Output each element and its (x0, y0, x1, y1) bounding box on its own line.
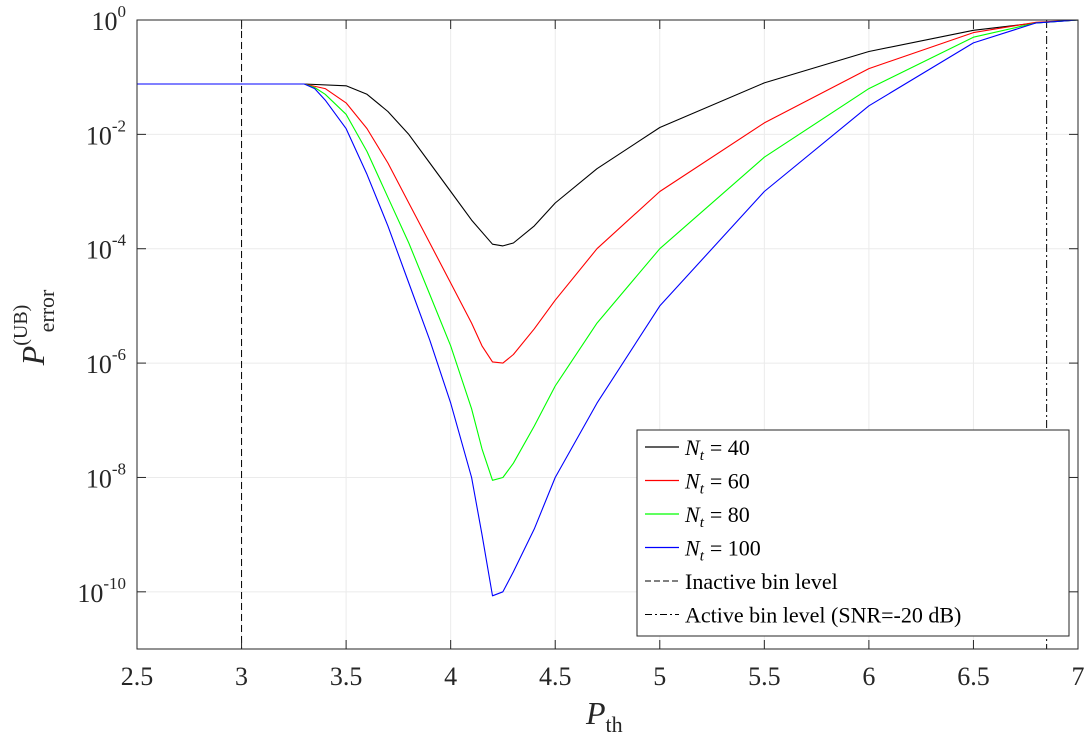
x-tick-label: 6.5 (957, 662, 990, 691)
legend-label: Inactive bin level (685, 569, 838, 594)
legend-box (636, 429, 1070, 637)
legend-label: Nt = 100 (684, 536, 761, 565)
y-tick-label: 10-4 (86, 231, 127, 265)
x-tick-label: 4 (444, 662, 457, 691)
y-axis-label-sup: (UB) (10, 305, 32, 346)
legend-label: Nt = 80 (684, 502, 750, 531)
x-axis-label: Pth (585, 695, 623, 734)
y-tick-label: 10-6 (86, 345, 126, 379)
y-axis-label: P(UB) error (10, 289, 59, 366)
series-line-nt-100 (137, 19, 1079, 597)
tick-marks (136, 19, 1079, 649)
x-tick-label: 5 (653, 662, 666, 691)
x-tick-labels: 2.5 3 3.5 4 4.5 5 5.5 6 6.5 7 (121, 662, 1085, 691)
series-line-nt-60 (137, 19, 1079, 364)
y-tick-label: 100 (92, 2, 127, 36)
legend-label: Active bin level (SNR=-20 dB) (685, 603, 961, 628)
x-tick-label: 7 (1072, 662, 1085, 691)
y-tick-labels: 100 10-2 10-4 10-6 10-8 10-10 (77, 2, 126, 608)
series-line-nt-40 (137, 19, 1079, 247)
svg-text:P(UB): P(UB) (10, 305, 51, 367)
x-tick-label: 4.5 (539, 662, 572, 691)
legend-label: Nt = 60 (684, 469, 750, 498)
x-tick-label: 3.5 (330, 662, 363, 691)
x-tick-label: 3 (235, 662, 248, 691)
plot-frame (136, 19, 1079, 650)
x-tick-label: 2.5 (121, 662, 154, 691)
y-tick-label: 10-8 (86, 459, 126, 493)
series-lines (137, 19, 1079, 597)
legend: Nt = 40 Nt = 60 Nt = 80 Nt = 100 Inactive bin le… (636, 429, 1070, 637)
x-tick-label: 6 (862, 662, 875, 691)
x-axis-label-main: P (585, 695, 606, 731)
y-axis-label-main: P (15, 346, 51, 367)
y-tick-label: 10-2 (86, 116, 126, 150)
y-axis-label-sub: error (34, 289, 59, 332)
x-axis-label-sub: th (606, 712, 623, 734)
series-line-nt-80 (137, 19, 1079, 481)
x-tick-label: 5.5 (748, 662, 781, 691)
y-tick-label: 10-10 (77, 574, 126, 608)
legend-label: Nt = 40 (684, 435, 750, 464)
